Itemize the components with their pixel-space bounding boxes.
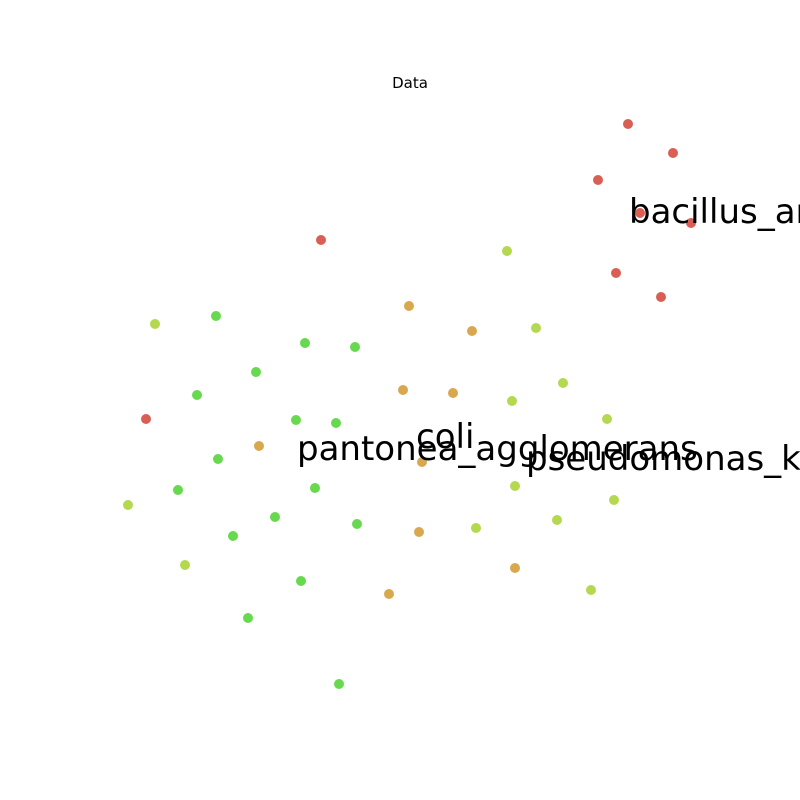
scatter-point xyxy=(656,292,666,302)
scatter-point xyxy=(300,338,310,348)
scatter-point xyxy=(558,378,568,388)
scatter-point xyxy=(141,414,151,424)
scatter-point xyxy=(173,485,183,495)
scatter-point xyxy=(296,576,306,586)
points-layer xyxy=(123,119,696,689)
scatter-point xyxy=(270,512,280,522)
scatter-point xyxy=(552,515,562,525)
scatter-point xyxy=(417,457,427,467)
scatter-point xyxy=(211,311,221,321)
point-annotation: coli xyxy=(416,417,474,457)
scatter-point xyxy=(602,414,612,424)
scatter-point xyxy=(510,563,520,573)
scatter-point xyxy=(531,323,541,333)
scatter-point xyxy=(448,388,458,398)
scatter-point xyxy=(502,246,512,256)
scatter-point xyxy=(150,319,160,329)
scatter-point xyxy=(123,500,133,510)
scatter-point xyxy=(310,483,320,493)
scatter-point xyxy=(507,396,517,406)
scatter-point xyxy=(467,326,477,336)
scatter-point xyxy=(254,441,264,451)
scatter-point xyxy=(686,218,696,228)
scatter-point xyxy=(609,495,619,505)
scatter-point xyxy=(623,119,633,129)
scatter-point xyxy=(384,589,394,599)
scatter-point xyxy=(331,418,341,428)
scatter-point xyxy=(291,415,301,425)
scatter-point xyxy=(414,527,424,537)
scatter-point xyxy=(668,148,678,158)
scatter-point xyxy=(243,613,253,623)
scatter-point xyxy=(510,481,520,491)
scatter-point xyxy=(192,390,202,400)
scatter-point xyxy=(316,235,326,245)
point-annotation: pantonea_agglomerans xyxy=(297,429,698,469)
chart-title: Data xyxy=(392,74,428,92)
annotation-layer: bacillus_ancolipantonea_agglomeranspseud… xyxy=(297,192,800,479)
point-annotation: bacillus_an xyxy=(629,192,800,232)
scatter-point xyxy=(180,560,190,570)
scatter-point xyxy=(611,268,621,278)
scatter-point xyxy=(404,301,414,311)
scatter-point xyxy=(586,585,596,595)
scatter-point xyxy=(352,519,362,529)
scatter-point xyxy=(635,208,645,218)
scatter-point xyxy=(334,679,344,689)
point-annotation: pseudomonas_ko xyxy=(526,439,800,479)
scatter-point xyxy=(350,342,360,352)
scatter-point xyxy=(228,531,238,541)
scatter-point xyxy=(593,175,603,185)
scatter-point xyxy=(471,523,481,533)
scatter-point xyxy=(251,367,261,377)
scatter-point xyxy=(398,385,408,395)
scatter-point xyxy=(213,454,223,464)
